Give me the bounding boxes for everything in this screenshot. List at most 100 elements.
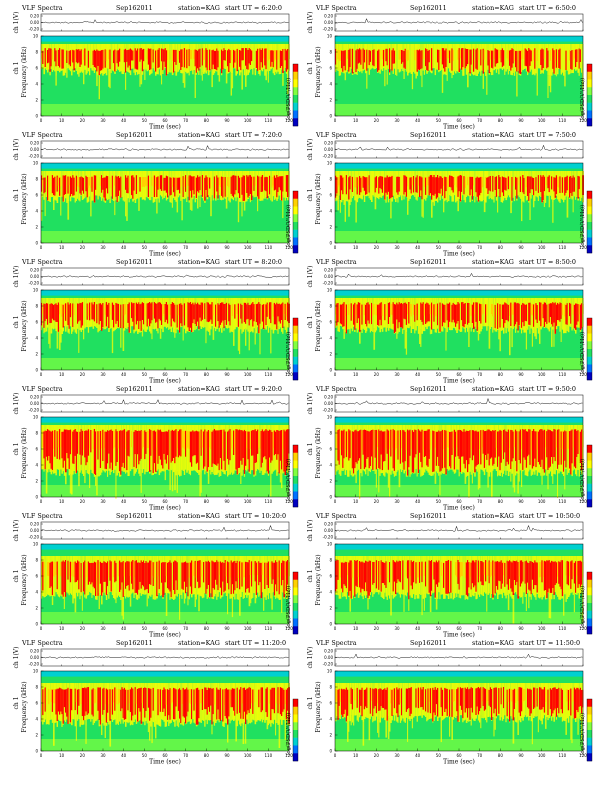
spectrogram-red-streak bbox=[164, 562, 167, 583]
spectrogram-ytick-label: 4 bbox=[329, 462, 332, 467]
spectrogram-yellow-tail bbox=[146, 593, 148, 607]
spectrogram-red-streak bbox=[69, 303, 72, 318]
spectrogram-yellow-streak bbox=[211, 171, 213, 196]
spectrogram-red-streak bbox=[501, 176, 504, 193]
spectrogram-red-streak bbox=[437, 49, 439, 63]
spectrogram-red-streak bbox=[494, 430, 497, 458]
spectrogram-red-streak bbox=[163, 562, 165, 595]
spectrogram-red-streak bbox=[239, 177, 241, 198]
spectrogram-orange-streak bbox=[53, 562, 55, 577]
spectrogram-yellow-streak bbox=[429, 425, 432, 476]
spectrogram-yellow-tail bbox=[479, 474, 481, 489]
spectrogram-red-streak bbox=[487, 429, 489, 454]
spectrogram-orange-streak bbox=[565, 562, 567, 576]
spectrogram-red-streak bbox=[578, 176, 581, 190]
spectrogram-orange-streak bbox=[71, 304, 73, 317]
spectrogram-orange-streak bbox=[123, 304, 126, 316]
spectrogram-orange-streak bbox=[543, 50, 545, 59]
spectrogram-red-streak bbox=[462, 48, 464, 68]
waveform-ytick-label: 0.00 bbox=[30, 274, 39, 279]
spectrogram-red-streak bbox=[535, 562, 537, 586]
spectrogram-yellow-streak bbox=[111, 556, 114, 596]
spectrogram-orange-streak bbox=[133, 562, 135, 578]
spectrogram-red-streak bbox=[241, 48, 243, 61]
spectrogram-red-streak bbox=[462, 302, 464, 327]
spectrogram-orange-streak bbox=[467, 177, 469, 186]
spectrogram-orange-streak bbox=[459, 50, 462, 59]
xtick-label: 0 bbox=[334, 245, 337, 250]
spectrogram-red-streak bbox=[398, 560, 401, 582]
spectrogram-red-streak bbox=[531, 177, 534, 190]
spectrogram-yellow-streak bbox=[57, 556, 60, 597]
spectrogram-ytick-label: 4 bbox=[329, 208, 332, 213]
spectrogram-red-streak bbox=[457, 302, 459, 321]
spectrogram-red-streak bbox=[447, 560, 450, 594]
start-ut-value: 7:50:0 bbox=[555, 131, 576, 139]
spectrogram-yellow-streak bbox=[347, 298, 349, 330]
spectrogram-red-streak bbox=[571, 177, 573, 196]
spectrogram-red-streak bbox=[245, 561, 247, 593]
spectrogram-red-streak bbox=[511, 48, 514, 68]
spectrogram-red-streak bbox=[206, 302, 208, 322]
spectrogram-yellow-tail bbox=[138, 199, 140, 211]
spectrogram-red-streak bbox=[558, 561, 560, 584]
panel-station: station=KAG bbox=[472, 385, 514, 393]
spectrogram-yellow-streak bbox=[524, 171, 526, 196]
spectrogram-yellow-streak bbox=[371, 44, 373, 69]
spectrogram-orange-streak bbox=[373, 304, 376, 315]
spectrogram-orange-streak bbox=[486, 562, 488, 576]
spectrogram-red-streak bbox=[433, 175, 436, 196]
spectrogram-red-streak bbox=[386, 429, 389, 454]
spectrogram-yellow-streak bbox=[86, 44, 88, 74]
spectrogram-red-streak bbox=[217, 50, 219, 68]
colorbar-frame bbox=[292, 571, 299, 635]
spectrogram-red-streak bbox=[378, 429, 380, 469]
spectrogram-yellow-streak bbox=[108, 171, 110, 199]
spectrogram-red-streak bbox=[446, 303, 448, 321]
spectrogram-yellow-tail bbox=[446, 69, 448, 81]
spectrogram-yellow-streak bbox=[493, 298, 495, 330]
spectrogram-red-streak bbox=[161, 48, 163, 62]
xtick-label: 70 bbox=[477, 626, 483, 631]
spectrogram-red-streak bbox=[270, 50, 272, 67]
spectrogram-yellow-tail bbox=[257, 196, 259, 212]
spectrogram-orange-streak bbox=[486, 304, 488, 316]
spectrogram-red-streak bbox=[277, 177, 279, 192]
colorbar-swatch bbox=[293, 318, 298, 326]
spectrogram-yellow-streak bbox=[422, 171, 424, 203]
spectrogram-orange-streak bbox=[261, 562, 264, 575]
spectrogram-red-streak bbox=[79, 177, 81, 194]
spectrogram-orange-streak bbox=[41, 562, 43, 578]
spectrogram-red-streak bbox=[439, 176, 441, 194]
colorbar-swatch bbox=[293, 452, 298, 461]
spectrogram-red-streak bbox=[222, 50, 224, 70]
spectrogram-red-streak bbox=[80, 563, 82, 593]
spectrogram-red-streak bbox=[443, 48, 445, 69]
xtick-label: 20 bbox=[374, 372, 380, 377]
spectrogram-yellow-streak bbox=[192, 44, 194, 75]
spectrogram-orange-streak bbox=[199, 431, 201, 449]
spectrogram-red-streak bbox=[183, 562, 186, 582]
spectrogram-yellow-streak bbox=[387, 556, 390, 596]
xtick-label: 50 bbox=[436, 499, 442, 504]
spectrogram-yellow-tail bbox=[547, 75, 549, 98]
spectrogram-red-streak bbox=[575, 49, 577, 67]
spectrogram-red-streak bbox=[141, 49, 144, 72]
spectrogram-red-streak bbox=[192, 430, 194, 457]
xtick-label: 80 bbox=[498, 372, 504, 377]
waveform-ytick-label: 0.20 bbox=[324, 521, 333, 526]
spectrogram-red-streak bbox=[551, 303, 553, 325]
spectrogram-red-streak bbox=[161, 431, 163, 466]
xtick-label: 30 bbox=[394, 626, 400, 631]
spectrogram-streaks bbox=[41, 683, 290, 748]
spectrogram-red-streak bbox=[489, 176, 491, 192]
waveform-ylabel: ch 1(V) bbox=[307, 139, 314, 161]
spectrogram-orange-streak bbox=[546, 177, 548, 186]
spectrogram-red-streak bbox=[497, 49, 499, 64]
spectrogram-red-streak bbox=[428, 176, 430, 196]
xtick-label: 10 bbox=[59, 372, 65, 377]
spectrogram-red-streak bbox=[140, 430, 142, 459]
spectrogram-yellow-streak bbox=[456, 44, 458, 71]
spectrogram-yellow-streak bbox=[95, 298, 97, 327]
spectrogram-yellow-streak bbox=[561, 44, 564, 73]
